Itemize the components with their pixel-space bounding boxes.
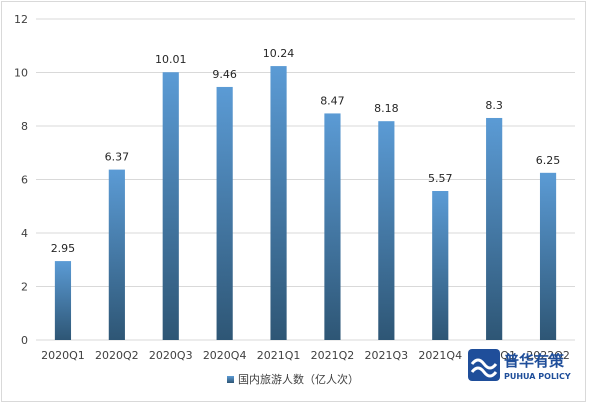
data-label: 8.18 [374, 102, 399, 115]
wave-logo-icon [468, 349, 500, 381]
data-label: 10.01 [155, 53, 187, 66]
bar-2021Q3 [378, 121, 395, 340]
data-labels: 2.95 6.37 10.01 9.46 10.24 8.47 8.18 5.57 8.3 6.2… [51, 47, 561, 255]
y-tick-label: 10 [14, 67, 28, 80]
x-tick-label: 2020Q2 [95, 349, 139, 362]
data-label: 2.95 [51, 242, 76, 255]
watermark-logo: 普华有策 PUHUA POLICY [468, 349, 571, 381]
y-tick-label: 0 [21, 334, 28, 347]
data-label: 6.37 [105, 151, 130, 164]
x-tick-label: 2021Q3 [365, 349, 409, 362]
x-tick-label: 2021Q4 [418, 349, 462, 362]
x-tick-label: 2020Q4 [203, 349, 247, 362]
bar-2021Q1 [270, 66, 287, 340]
y-tick-label: 4 [21, 227, 28, 240]
x-tick-label: 2020Q3 [149, 349, 193, 362]
watermark-sub-text: PUHUA POLICY [504, 372, 571, 381]
data-label: 10.24 [263, 47, 295, 60]
y-tick-label: 12 [14, 13, 28, 26]
x-tick-label: 2021Q1 [257, 349, 301, 362]
y-tick-label: 6 [21, 174, 28, 187]
data-label: 8.47 [320, 94, 345, 107]
bar-2021Q2 [324, 113, 341, 341]
x-axis: 2020Q1 2020Q2 2020Q3 2020Q4 2021Q1 2021Q2 2021… [41, 349, 570, 362]
x-tick-label: 2021Q2 [311, 349, 355, 362]
bar-2020Q1 [54, 261, 72, 340]
watermark-main-text: 普华有策 [504, 352, 565, 370]
legend-swatch [227, 376, 234, 383]
y-axis: 0 2 4 6 8 10 12 [14, 13, 28, 347]
data-label: 5.57 [428, 172, 453, 185]
bar-2020Q2 [108, 169, 125, 340]
bar-2022Q1 [486, 117, 503, 340]
bars [54, 66, 557, 341]
data-label: 9.46 [212, 68, 237, 81]
legend: 国内旅游人数（亿人次） [227, 372, 359, 386]
y-tick-label: 8 [21, 120, 28, 133]
bar-2020Q4 [216, 86, 233, 340]
data-label: 6.25 [536, 154, 561, 167]
data-label: 8.3 [485, 99, 503, 112]
legend-label: 国内旅游人数（亿人次） [238, 372, 359, 386]
bar-2021Q4 [432, 191, 449, 340]
x-tick-label: 2020Q1 [41, 349, 85, 362]
bar-2020Q3 [162, 72, 179, 341]
y-tick-label: 2 [21, 281, 28, 294]
bar-2022Q2 [539, 172, 557, 340]
gridlines [36, 18, 575, 341]
x-tick-label: 2022Q2 [526, 349, 570, 362]
